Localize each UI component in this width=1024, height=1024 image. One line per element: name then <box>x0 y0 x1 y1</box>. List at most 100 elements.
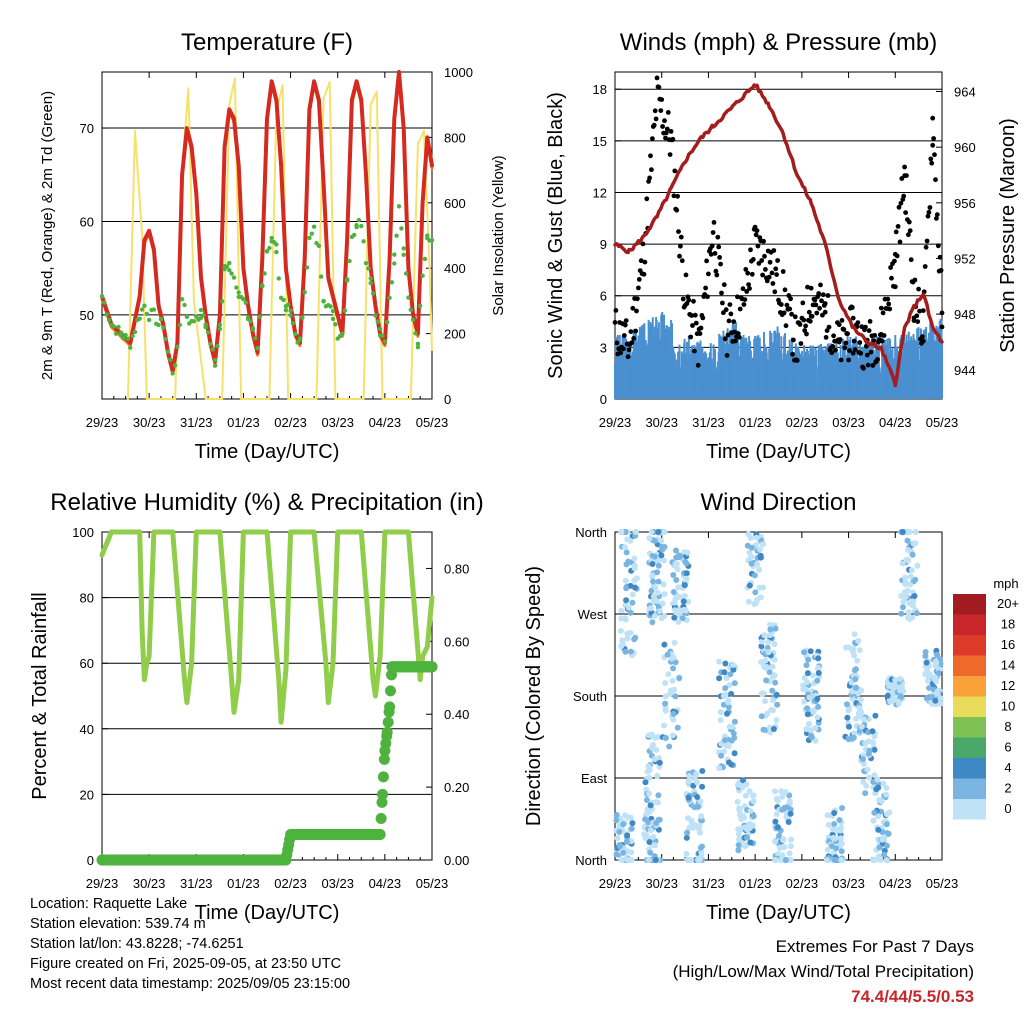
legend-label: 6 <box>1004 740 1011 755</box>
direction-point <box>717 709 724 716</box>
td-point <box>302 290 307 295</box>
td-point <box>123 332 128 338</box>
direction-point <box>747 808 754 815</box>
td-point <box>267 245 272 251</box>
direction-point <box>652 842 658 849</box>
gust-point <box>659 97 665 102</box>
direction-point <box>831 810 838 816</box>
td-point <box>269 235 274 241</box>
y2-tick-label: 964 <box>954 84 976 99</box>
direction-point <box>787 810 794 817</box>
direction-point <box>728 690 735 697</box>
direction-point <box>831 857 838 863</box>
y-tick-label: 9 <box>600 237 607 252</box>
y2-tick-label: 400 <box>444 261 466 276</box>
td-point <box>304 265 310 270</box>
direction-point <box>673 577 680 583</box>
gust-point <box>744 289 750 294</box>
direction-point <box>651 537 658 544</box>
direction-point <box>671 614 678 621</box>
direction-point <box>726 723 733 730</box>
direction-point <box>900 604 906 611</box>
direction-point <box>627 609 634 616</box>
direction-point <box>623 838 630 845</box>
y-tick-label: 12 <box>593 185 607 200</box>
td-point <box>156 322 161 328</box>
direction-point <box>932 662 939 669</box>
y2-tick-label: 944 <box>954 363 976 378</box>
direction-point <box>831 821 838 827</box>
direction-point <box>771 672 778 679</box>
direction-point <box>862 740 869 747</box>
gust-point <box>778 302 784 307</box>
direction-point <box>769 687 776 694</box>
direction-point <box>669 732 676 739</box>
direction-point <box>909 551 916 558</box>
td-point <box>111 324 117 329</box>
legend-swatch <box>953 717 986 738</box>
td-point <box>201 313 206 318</box>
direction-point <box>618 615 625 622</box>
gust-point <box>805 284 810 290</box>
direction-point <box>772 818 779 825</box>
gust-point <box>855 320 861 325</box>
direction-point <box>773 811 780 818</box>
gust-point <box>633 328 638 334</box>
td-point <box>330 316 336 322</box>
gust-point <box>721 310 726 316</box>
y-axis-label: Sonic Wind & Gust (Blue, Black) <box>545 92 567 379</box>
y2-tick-label: 960 <box>954 140 976 155</box>
x-tick-label: 30/23 <box>645 876 678 891</box>
direction-point <box>659 600 666 607</box>
gust-point <box>693 320 699 326</box>
gust-point <box>628 329 634 334</box>
direction-point <box>804 711 811 718</box>
direction-point <box>644 810 651 817</box>
y-tick-label: 60 <box>80 214 94 229</box>
direction-point <box>613 817 620 824</box>
gust-point <box>820 312 825 318</box>
direction-point <box>863 782 870 789</box>
direction-point <box>691 804 698 811</box>
gust-point <box>737 306 743 312</box>
x-axis-label: Time (Day/UTC) <box>706 902 851 924</box>
gust-point <box>636 277 642 282</box>
gust-point <box>621 333 627 338</box>
x-tick-label: 31/23 <box>692 415 725 430</box>
td-point <box>118 332 124 337</box>
y-tick-label: North <box>575 853 607 868</box>
direction-point <box>746 582 753 589</box>
legend-swatch <box>953 635 986 656</box>
direction-point <box>814 695 821 702</box>
x-tick-label: 01/23 <box>739 415 772 430</box>
direction-point <box>934 688 941 695</box>
direction-point <box>730 661 736 668</box>
direction-point <box>814 714 821 721</box>
td-point <box>288 308 293 313</box>
gust-point <box>680 296 686 302</box>
direction-point <box>621 544 628 551</box>
y-tick-label: South <box>573 689 607 704</box>
direction-point <box>837 835 844 842</box>
direction-point <box>632 584 638 591</box>
td-point <box>387 295 392 300</box>
gust-point <box>931 136 936 141</box>
legend-label: 16 <box>1001 637 1015 652</box>
direction-point <box>808 734 815 741</box>
gust-point <box>708 251 714 257</box>
y2-tick-label: 200 <box>444 327 466 342</box>
direction-point <box>627 648 634 655</box>
direction-point <box>806 694 813 701</box>
direction-point <box>751 572 758 579</box>
td-point <box>168 357 173 362</box>
gust-point <box>670 136 676 142</box>
direction-point <box>774 701 781 708</box>
td-point <box>104 312 109 317</box>
gust-point <box>653 116 659 122</box>
direction-point <box>774 824 781 831</box>
td-point <box>165 349 171 354</box>
gust-point <box>814 310 820 316</box>
td-point <box>139 307 145 312</box>
gust-point <box>863 324 868 330</box>
direction-point <box>655 529 662 535</box>
